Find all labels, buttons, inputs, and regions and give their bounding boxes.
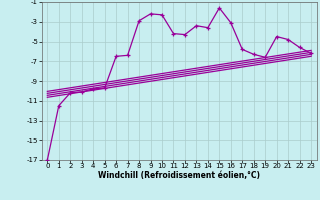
X-axis label: Windchill (Refroidissement éolien,°C): Windchill (Refroidissement éolien,°C) [98,171,260,180]
